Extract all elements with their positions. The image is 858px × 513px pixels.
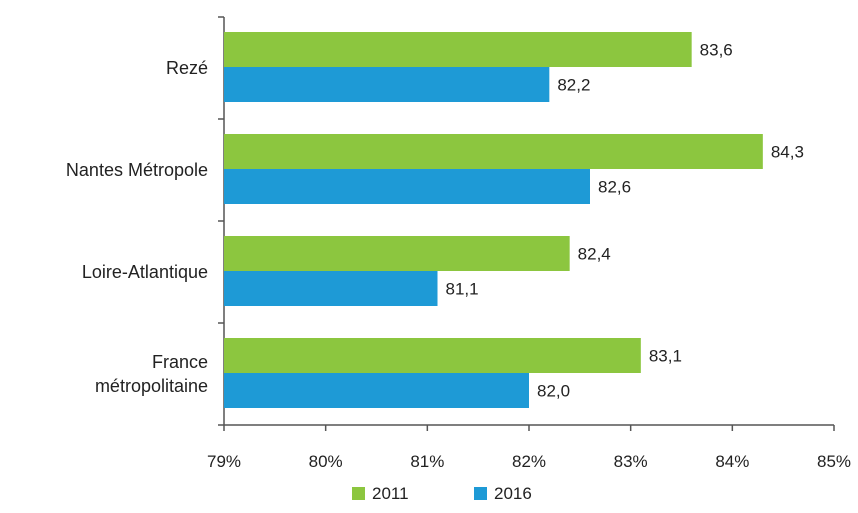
legend-label-2016: 2016 xyxy=(494,484,532,503)
data-label-2016-0: 82,2 xyxy=(557,76,590,95)
legend-swatch-2016 xyxy=(474,487,487,500)
category-label-2-0: Loire-Atlantique xyxy=(82,262,208,282)
bar-2011-0 xyxy=(224,32,692,67)
bar-2016-2 xyxy=(224,271,438,306)
value-tick-label-2: 81% xyxy=(410,452,444,471)
category-axis xyxy=(218,16,225,426)
bar-2016-0 xyxy=(224,67,550,102)
category-label-3-0: France xyxy=(152,352,208,372)
data-label-2016-1: 82,6 xyxy=(598,178,631,197)
bar-2011-3 xyxy=(224,338,641,373)
value-tick-label-5: 84% xyxy=(715,452,749,471)
value-tick-label-1: 80% xyxy=(309,452,343,471)
data-label-2011-3: 83,1 xyxy=(649,347,682,366)
bar-2016-1 xyxy=(224,169,590,204)
legend-label-2011: 2011 xyxy=(372,484,409,503)
data-label-2011-1: 84,3 xyxy=(771,143,804,162)
value-tick-label-0: 79% xyxy=(207,452,241,471)
data-label-2011-0: 83,6 xyxy=(700,41,733,60)
bar-2016-3 xyxy=(224,373,529,408)
bar-2011-1 xyxy=(224,134,763,169)
category-label-0-0: Rezé xyxy=(166,58,208,78)
data-label-2011-2: 82,4 xyxy=(578,245,611,264)
bar-2011-2 xyxy=(224,236,570,271)
category-label-1-0: Nantes Métropole xyxy=(66,160,208,180)
category-labels-group: Rezé Nantes Métropole Loire-Atlantique Fran… xyxy=(66,58,208,396)
category-label-3-1: métropolitaine xyxy=(95,376,208,396)
value-tick-label-4: 83% xyxy=(614,452,648,471)
legend-swatch-2011 xyxy=(352,487,365,500)
value-tick-label-3: 82% xyxy=(512,452,546,471)
data-labels-group: 83,6 82,2 84,3 82,6 82,4 81,1 83,1 82,0 xyxy=(446,41,804,401)
value-axis: 79% 80% 81% 82% 83% 84% 85% xyxy=(207,424,851,471)
value-tick-label-6: 85% xyxy=(817,452,851,471)
legend: 2011 2016 xyxy=(352,484,532,503)
data-label-2016-2: 81,1 xyxy=(446,280,479,299)
data-label-2016-3: 82,0 xyxy=(537,382,570,401)
bars-group xyxy=(224,32,763,408)
